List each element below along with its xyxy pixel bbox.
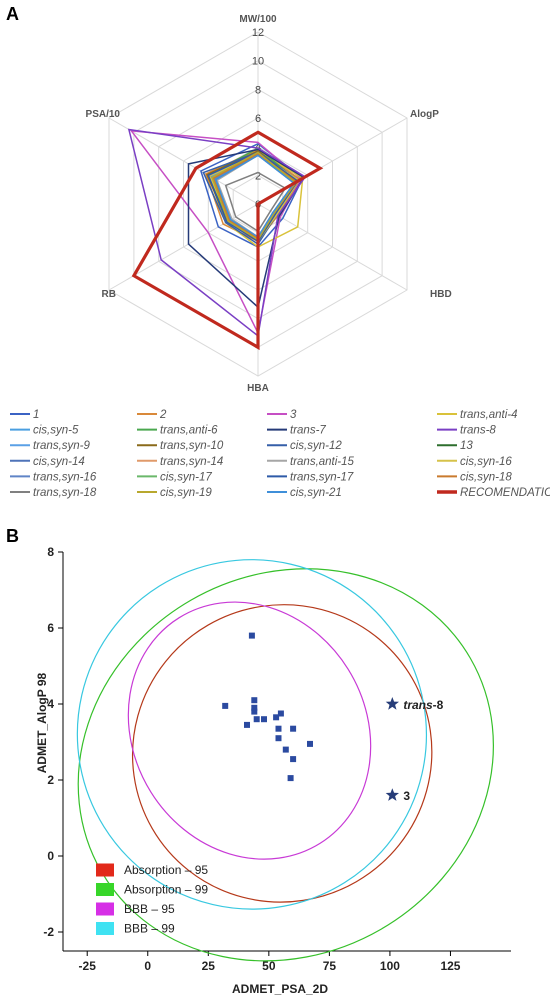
x-tick-label: -25 (79, 959, 97, 973)
legend-entry-label: 3 (290, 409, 297, 421)
x-tick-label: 100 (380, 959, 400, 973)
radar-tick-label: 10 (252, 56, 264, 68)
data-point (282, 746, 289, 753)
x-tick-label: 25 (202, 959, 216, 973)
legend-entry-label: trans,anti-15 (290, 456, 355, 468)
legend-entry-label: trans,anti-6 (160, 425, 218, 437)
radar-axis-label: HBA (247, 383, 269, 394)
y-tick-label: 4 (47, 697, 54, 711)
legend-entry-label: cis,syn-17 (160, 471, 212, 483)
highlight-label: 3 (403, 789, 410, 803)
data-point (275, 725, 282, 732)
ellipse-legend-swatch (96, 863, 114, 877)
radar-tick-label: 12 (252, 27, 264, 39)
y-tick-label: -2 (43, 925, 54, 939)
radar-series-line (131, 130, 324, 351)
radar-axis-label: AlogP (410, 109, 439, 120)
y-axis-title: ADMET_AlogP 98 (35, 672, 49, 773)
legend-entry-label: 1 (33, 409, 39, 421)
data-point (290, 756, 297, 763)
radar-axis-label: PSA/10 (86, 109, 121, 120)
legend-entry-label: trans,syn-10 (160, 440, 224, 452)
data-point (244, 721, 250, 728)
legend-entry-label: cis,syn-21 (290, 487, 342, 499)
legend-entry-label: 13 (460, 440, 473, 452)
legend-entry-label: trans,syn-9 (33, 440, 90, 452)
radar-tick-label: 6 (255, 113, 261, 125)
data-point (251, 697, 258, 704)
data-point (251, 704, 258, 711)
y-tick-label: 8 (47, 545, 54, 559)
ellipse-legend-label: Absorption – 95 (124, 863, 208, 877)
data-point (261, 716, 267, 723)
radar-axis-label: HBD (430, 289, 452, 300)
radar-axis-label: RB (102, 289, 116, 300)
y-tick-label: 6 (47, 621, 54, 635)
highlight-star (385, 697, 399, 710)
ellipse-legend-label: Absorption – 99 (124, 883, 208, 897)
x-axis-title: ADMET_PSA_2D (232, 982, 328, 996)
legend-entry-label: RECOMENDATION (460, 487, 550, 499)
legend-entry-label: cis,syn-18 (460, 471, 512, 483)
ellipse-legend-swatch (96, 922, 114, 935)
highlight-label: trans-8 (403, 698, 443, 712)
x-tick-label: 0 (144, 959, 151, 973)
data-point (222, 702, 229, 709)
legend-entry-label: trans,syn-14 (160, 456, 223, 468)
legend-entry-label: trans,syn-16 (33, 471, 97, 483)
radar-series-line (127, 128, 307, 338)
data-point (307, 740, 313, 747)
data-point (290, 725, 297, 732)
confidence-ellipse (127, 601, 372, 860)
scatter-chart: ADMET_PSA_2D ADMET_AlogP 98 -25 0 25 50 75 10… (35, 545, 511, 996)
x-tick-label: 50 (262, 959, 276, 973)
data-point (251, 708, 258, 715)
data-point (248, 632, 255, 639)
legend-entry-label: cis,syn-19 (160, 487, 212, 499)
x-tick-label: 75 (323, 959, 337, 973)
radar-tick-label: 2 (255, 170, 261, 182)
legend-entry-label: trans,syn-18 (33, 487, 97, 499)
data-point (253, 716, 260, 723)
legend-entry-label: trans-7 (290, 425, 326, 437)
data-point (277, 710, 284, 717)
highlight-star (385, 788, 399, 801)
legend-entry-label: 2 (159, 409, 167, 421)
confidence-ellipse (131, 604, 433, 903)
legend-entry-label: cis,syn-14 (33, 456, 85, 468)
ellipse-legend-label: BBB – 95 (124, 902, 175, 916)
legend-entry-label: cis,syn-12 (290, 440, 342, 452)
legend-entry-label: trans-8 (460, 425, 496, 437)
panel-b-label: B (6, 526, 19, 546)
y-tick-label: 2 (47, 773, 54, 787)
radar-axis-label: MW/100 (239, 14, 277, 25)
y-tick-label: 0 (47, 849, 54, 863)
radar-legend: 1 2 3 trans,anti-4 cis,syn-5 trans,anti-6 tran… (10, 409, 550, 499)
confidence-ellipse (77, 568, 494, 962)
ellipse-legend-swatch (96, 883, 114, 896)
ellipse-legend-swatch (96, 902, 114, 916)
legend-entry-label: trans,anti-4 (460, 409, 518, 421)
radar-spoke (108, 117, 259, 205)
radar-tick-label: 8 (255, 84, 261, 96)
x-tick-label: 125 (440, 959, 460, 973)
data-point (273, 714, 280, 721)
panel-a-label: A (6, 4, 19, 24)
legend-entry-label: cis,syn-16 (460, 456, 512, 468)
legend-entry-label: cis,syn-5 (33, 425, 79, 437)
ellipse-legend-label: BBB – 99 (124, 922, 175, 936)
data-point (275, 735, 282, 742)
legend-entry-label: trans,syn-17 (290, 471, 354, 483)
data-point (287, 775, 294, 782)
confidence-ellipse (76, 559, 428, 910)
